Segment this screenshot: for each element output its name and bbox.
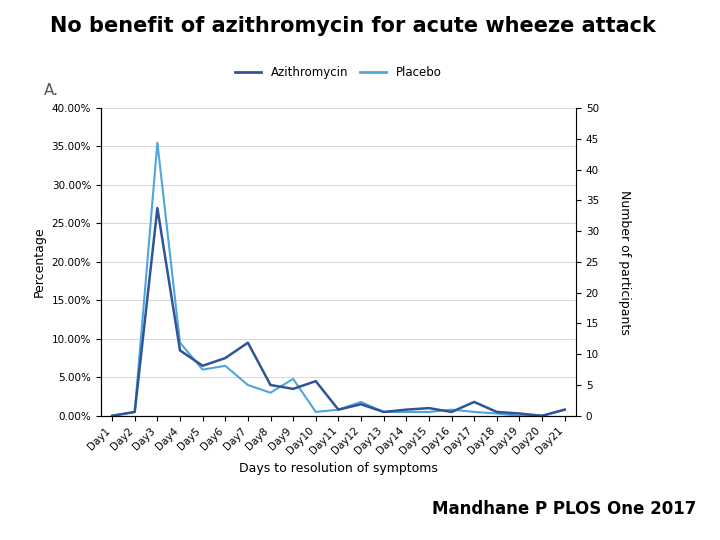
Azithromycin: [221, 355, 230, 361]
Line: Placebo: Placebo: [112, 143, 564, 416]
Azithromycin: [243, 340, 252, 346]
Placebo: [221, 362, 230, 369]
Placebo: [470, 409, 479, 415]
Azithromycin: [312, 378, 320, 384]
Text: Mandhane P PLOS One 2017: Mandhane P PLOS One 2017: [432, 501, 696, 518]
Placebo: [198, 366, 207, 373]
Placebo: [334, 407, 343, 413]
Placebo: [492, 410, 501, 417]
Line: Azithromycin: Azithromycin: [112, 208, 564, 416]
Y-axis label: Number of participants: Number of participants: [618, 190, 631, 334]
Azithromycin: [447, 409, 456, 415]
X-axis label: Days to resolution of symptoms: Days to resolution of symptoms: [239, 462, 438, 475]
Azithromycin: [560, 407, 569, 413]
Placebo: [130, 409, 139, 415]
Placebo: [560, 407, 569, 413]
Text: No benefit of azithromycin for acute wheeze attack: No benefit of azithromycin for acute whe…: [50, 16, 656, 36]
Placebo: [243, 382, 252, 388]
Azithromycin: [334, 407, 343, 413]
Placebo: [108, 413, 117, 419]
Azithromycin: [356, 401, 365, 408]
Azithromycin: [425, 405, 433, 411]
Legend: Azithromycin, Placebo: Azithromycin, Placebo: [230, 62, 446, 84]
Azithromycin: [198, 362, 207, 369]
Placebo: [425, 409, 433, 415]
Azithromycin: [470, 399, 479, 405]
Azithromycin: [176, 347, 184, 354]
Azithromycin: [492, 409, 501, 415]
Placebo: [153, 139, 162, 146]
Placebo: [447, 407, 456, 413]
Placebo: [538, 413, 546, 419]
Placebo: [289, 376, 297, 382]
Placebo: [356, 399, 365, 405]
Azithromycin: [515, 410, 523, 417]
Azithromycin: [402, 407, 410, 413]
Azithromycin: [289, 386, 297, 392]
Placebo: [312, 409, 320, 415]
Placebo: [176, 340, 184, 346]
Azithromycin: [538, 413, 546, 419]
Text: A.: A.: [44, 83, 59, 98]
Placebo: [266, 389, 275, 396]
Azithromycin: [379, 409, 388, 415]
Azithromycin: [108, 413, 117, 419]
Azithromycin: [266, 382, 275, 388]
Y-axis label: Percentage: Percentage: [33, 227, 46, 297]
Azithromycin: [153, 205, 162, 211]
Placebo: [402, 409, 410, 415]
Placebo: [379, 409, 388, 415]
Azithromycin: [130, 409, 139, 415]
Placebo: [515, 413, 523, 419]
